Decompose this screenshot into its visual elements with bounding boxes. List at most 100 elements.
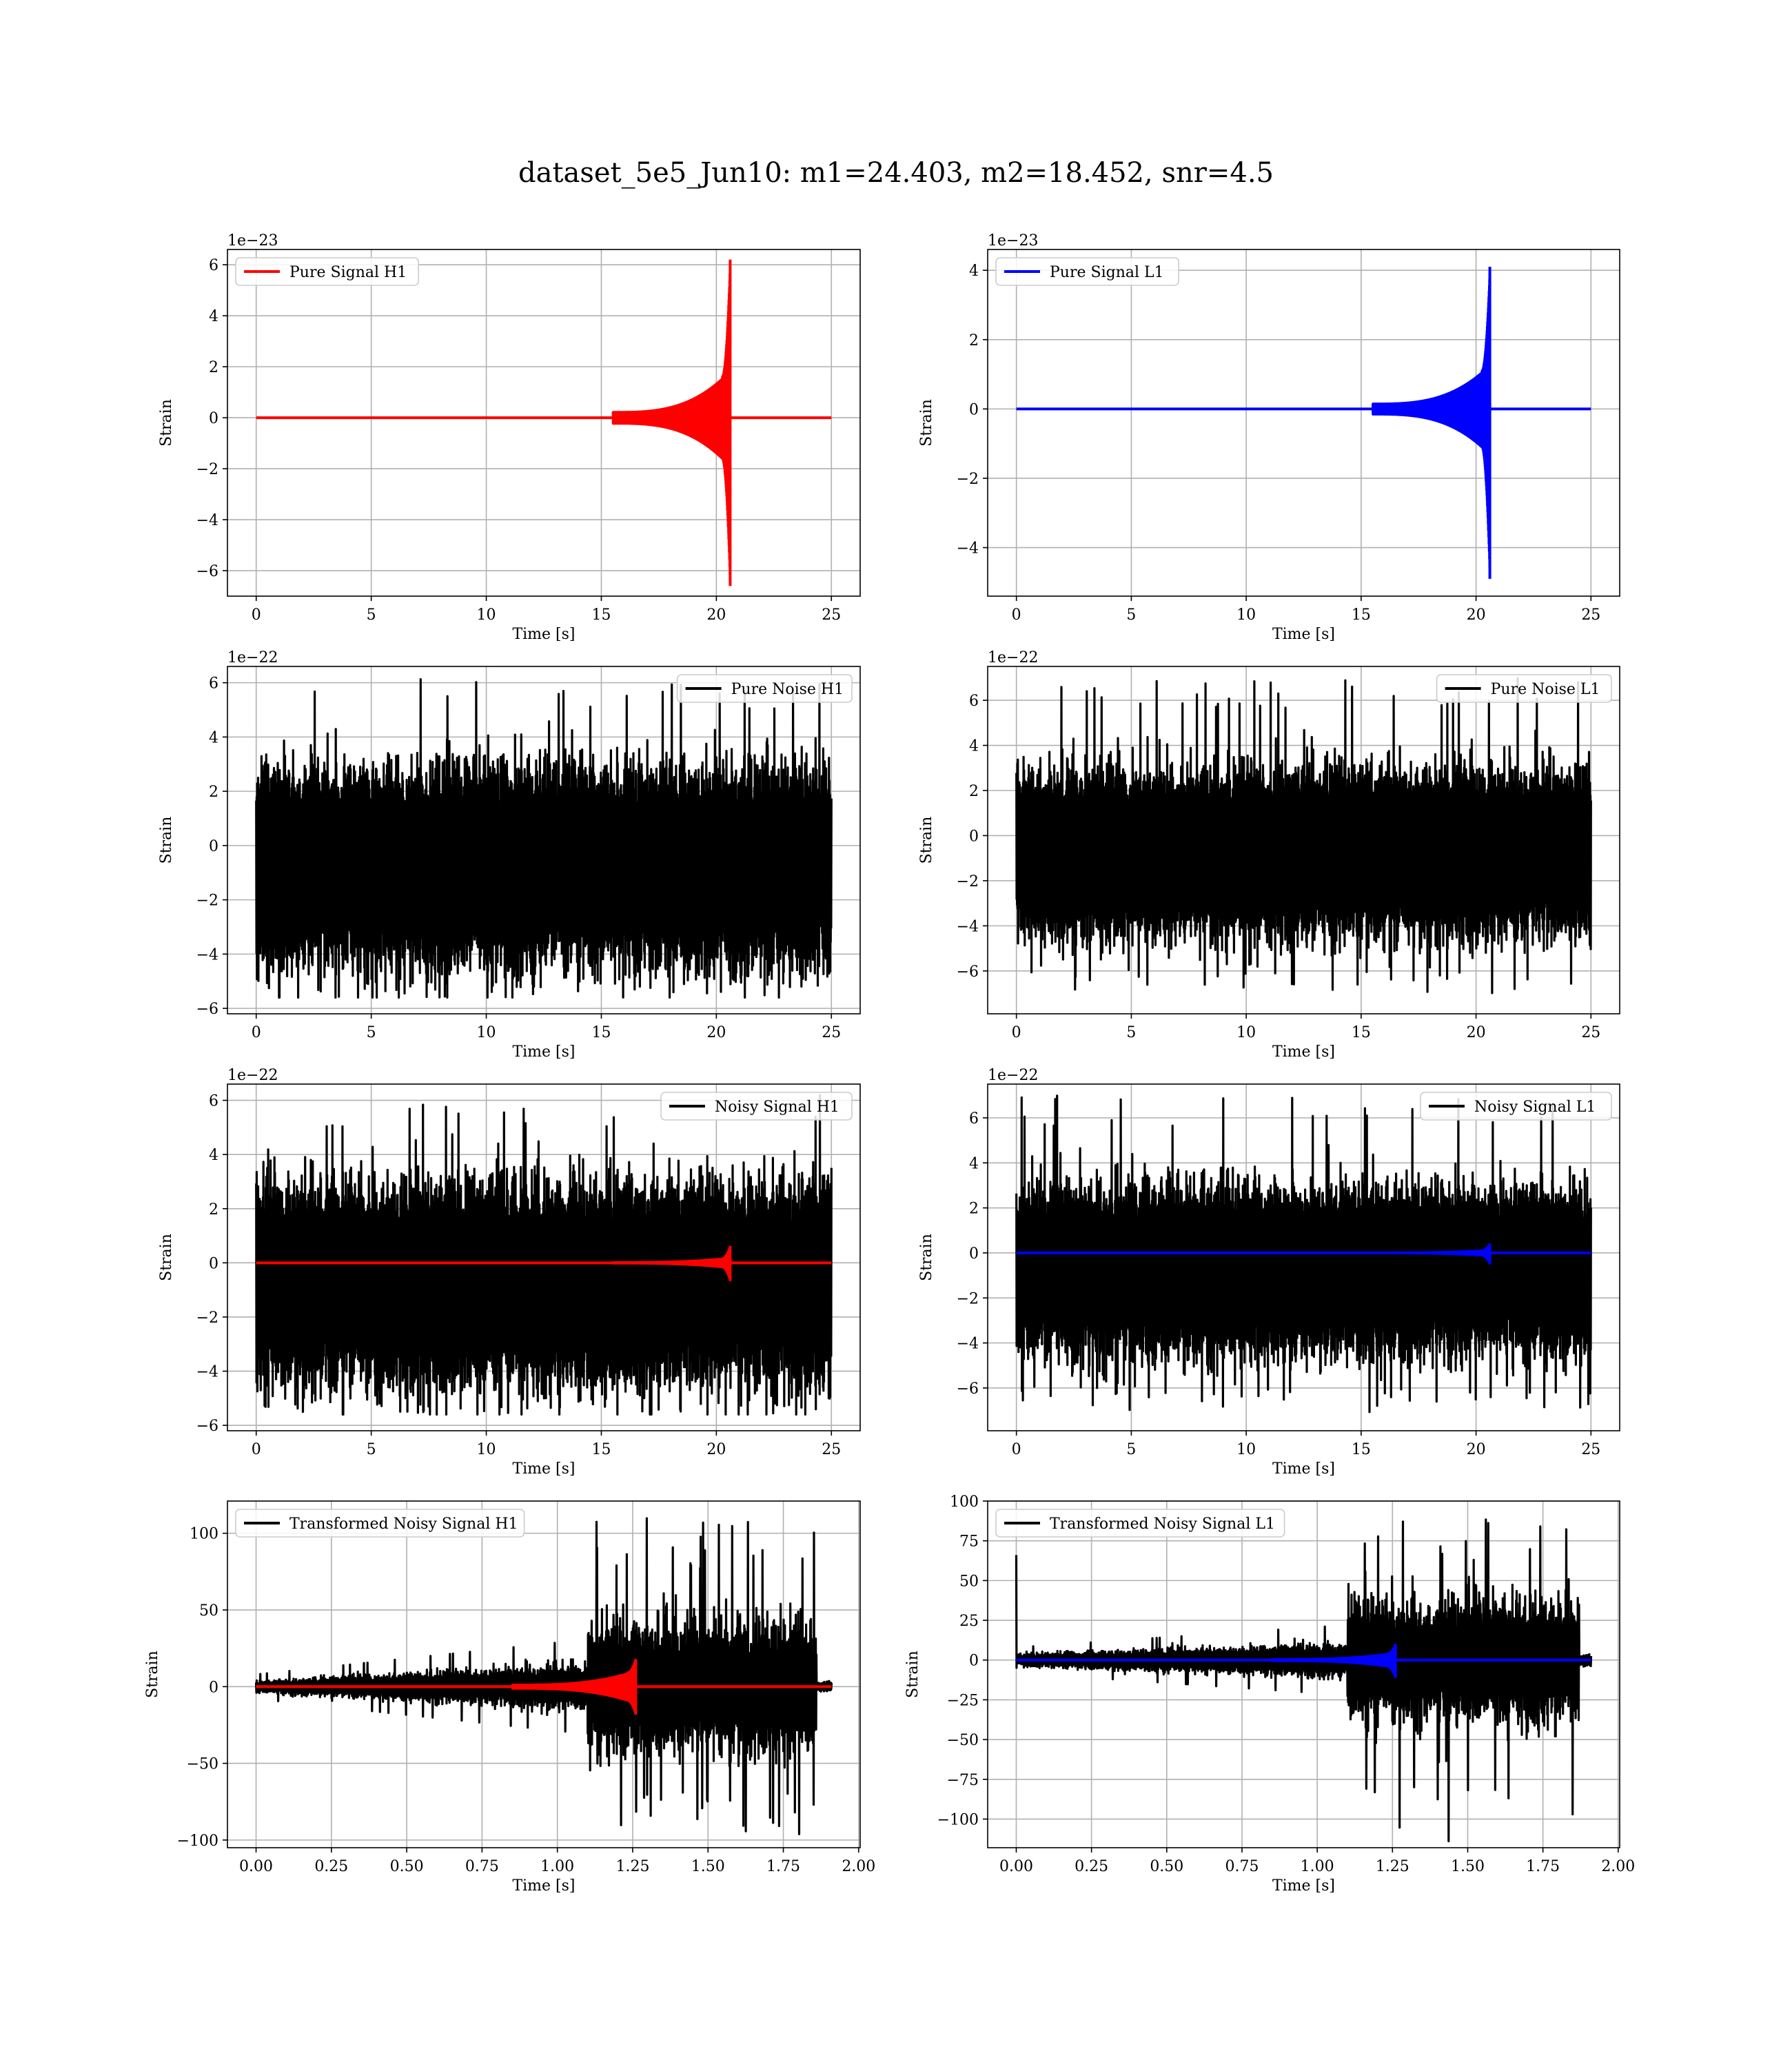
x-tick-label: 10 xyxy=(477,1441,496,1458)
plot-area xyxy=(1016,267,1591,579)
legend-label: Pure Signal L1 xyxy=(1050,264,1164,281)
y-axis-label: Strain xyxy=(918,1234,935,1281)
x-tick-label: 1.75 xyxy=(1526,1858,1560,1875)
y-tick-label: −50 xyxy=(947,1732,979,1749)
x-tick-label: 0 xyxy=(1012,606,1021,624)
y-tick-label: −2 xyxy=(196,892,218,910)
y-tick-label: 4 xyxy=(209,729,218,746)
series-chirp-overlay xyxy=(611,1245,731,1282)
y-tick-label: 2 xyxy=(969,332,979,349)
offset-text: 1e−22 xyxy=(988,649,1038,666)
y-tick-label: 0 xyxy=(969,401,979,418)
x-tick-label: 5 xyxy=(1126,1441,1136,1458)
legend: Transformed Noisy Signal L1 xyxy=(995,1509,1285,1538)
x-tick-label: 10 xyxy=(477,1024,496,1041)
y-tick-label: 0 xyxy=(209,838,218,855)
x-tick-label: 25 xyxy=(822,1441,841,1458)
legend-box xyxy=(235,257,420,286)
x-tick-label: 0 xyxy=(1012,1024,1021,1041)
plot-area xyxy=(256,259,832,586)
x-tick-label: 15 xyxy=(591,1024,611,1041)
x-tick-label: 1.00 xyxy=(1301,1858,1334,1875)
chart-noisy-signal-l1: 0 5 10 15 20 25 −6 −4 −2 0 2 4 6 Time [s] Strain 1e−22 N… xyxy=(918,1067,1620,1478)
y-tick-label: 0 xyxy=(209,1255,218,1272)
chart-pure-signal-h1: 0 5 10 15 20 25 −6 −4 −2 0 2 4 6 Time [s] Strain 1e−23 P… xyxy=(158,232,861,643)
y-axis-label: Strain xyxy=(904,1651,922,1698)
legend: Pure Noise L1 xyxy=(1436,674,1612,703)
x-tick-label: 1.25 xyxy=(1376,1858,1409,1875)
y-tick-label: −75 xyxy=(947,1772,979,1789)
x-tick-label: 0.00 xyxy=(999,1858,1033,1875)
x-tick-label: 0 xyxy=(252,1441,261,1458)
x-tick-label: 0.25 xyxy=(1075,1858,1108,1875)
x-axis-label: Time [s] xyxy=(512,1877,575,1895)
y-tick-label: 100 xyxy=(190,1526,218,1543)
x-tick-label: 20 xyxy=(706,1441,726,1458)
figure-title: dataset_5e5_Jun10: m1=24.403, m2=18.452,… xyxy=(518,157,1274,189)
x-tick-label: 10 xyxy=(477,606,496,624)
x-tick-label: 0.75 xyxy=(1225,1858,1259,1875)
x-tick-label: 0.25 xyxy=(314,1858,348,1875)
y-tick-label: −2 xyxy=(957,873,979,890)
x-axis-label: Time [s] xyxy=(1272,1043,1335,1061)
x-tick-label: 2.00 xyxy=(1601,1858,1635,1875)
chart-transformed-noisy-signal-h1: 0.00 0.25 0.50 0.75 1.00 1.25 1.50 1.75 2.00 −100… xyxy=(144,1500,875,1895)
legend-label: Noisy Signal H1 xyxy=(715,1099,839,1116)
y-tick-label: 0 xyxy=(969,828,979,845)
y-axis-label: Strain xyxy=(144,1651,161,1698)
plot-area xyxy=(255,1094,833,1416)
series-chirp-pure-signal-l1 xyxy=(1372,267,1491,576)
legend: Transformed Noisy Signal H1 xyxy=(235,1509,525,1538)
legend-box xyxy=(676,674,853,703)
chart-pure-noise-h1: 0 5 10 15 20 25 −6 −4 −2 0 2 4 6 Time [s] Strain 1e−22 P… xyxy=(158,649,861,1061)
y-tick-label: −100 xyxy=(177,1833,218,1850)
legend-box xyxy=(995,257,1180,286)
offset-text: 1e−22 xyxy=(227,649,278,666)
legend-box xyxy=(235,1509,525,1538)
plot-area xyxy=(255,678,833,999)
y-tick-label: −6 xyxy=(957,1380,979,1398)
x-tick-label: 1.75 xyxy=(766,1858,800,1875)
x-tick-label: 1.25 xyxy=(615,1858,649,1875)
y-tick-label: 0 xyxy=(209,410,218,427)
x-tick-label: 25 xyxy=(822,1024,841,1041)
series-chirp-overlay xyxy=(1271,1644,1397,1679)
y-tick-label: 4 xyxy=(969,1155,979,1172)
offset-text: 1e−23 xyxy=(227,232,278,249)
legend: Noisy Signal H1 xyxy=(660,1092,853,1121)
y-tick-label: −2 xyxy=(196,1309,218,1327)
chart-pure-signal-l1: 0 5 10 15 20 25 −4 −2 0 2 4 Time [s] Strain 1e−23 Pure… xyxy=(918,232,1620,643)
x-tick-label: 15 xyxy=(1352,1024,1371,1041)
y-tick-label: −4 xyxy=(957,1336,979,1353)
legend-label: Pure Noise L1 xyxy=(1491,681,1600,698)
x-tick-label: 0.00 xyxy=(239,1858,273,1875)
series-chirp-overlay xyxy=(511,1659,637,1715)
axes-frame xyxy=(227,666,861,1014)
y-axis-label: Strain xyxy=(158,399,175,447)
axes-frame xyxy=(987,666,1620,1014)
y-tick-label: −6 xyxy=(196,563,218,580)
y-tick-label: −2 xyxy=(957,471,979,488)
legend-box xyxy=(1420,1092,1612,1121)
series-line-transformed-noisy-signal-h1 xyxy=(254,1517,833,1835)
y-tick-label: −4 xyxy=(957,918,979,935)
x-tick-label: 0.50 xyxy=(390,1858,424,1875)
x-tick-label: 5 xyxy=(367,606,376,624)
y-tick-label: 6 xyxy=(209,257,218,274)
legend-label: Noisy Signal L1 xyxy=(1474,1099,1596,1116)
offset-text: 1e−22 xyxy=(227,1067,278,1084)
series-chirp-overlay xyxy=(1372,1243,1491,1265)
y-tick-label: 2 xyxy=(969,1201,979,1218)
chart-pure-noise-l1: 0 5 10 15 20 25 −6 −4 −2 0 2 4 6 Time [s] Strain 1e−22 P… xyxy=(918,649,1620,1061)
x-tick-label: 0.75 xyxy=(465,1858,499,1875)
y-axis-label: Strain xyxy=(158,1234,175,1281)
y-tick-label: 0 xyxy=(969,1245,979,1263)
plot-area xyxy=(1015,677,1592,994)
y-tick-label: −50 xyxy=(187,1756,218,1773)
x-tick-label: 1.50 xyxy=(691,1858,725,1875)
axes-frame xyxy=(227,249,861,597)
y-tick-label: 4 xyxy=(969,738,979,755)
x-tick-label: 20 xyxy=(1467,606,1486,624)
legend-box xyxy=(1436,674,1612,703)
legend-label: Pure Signal H1 xyxy=(289,264,407,281)
